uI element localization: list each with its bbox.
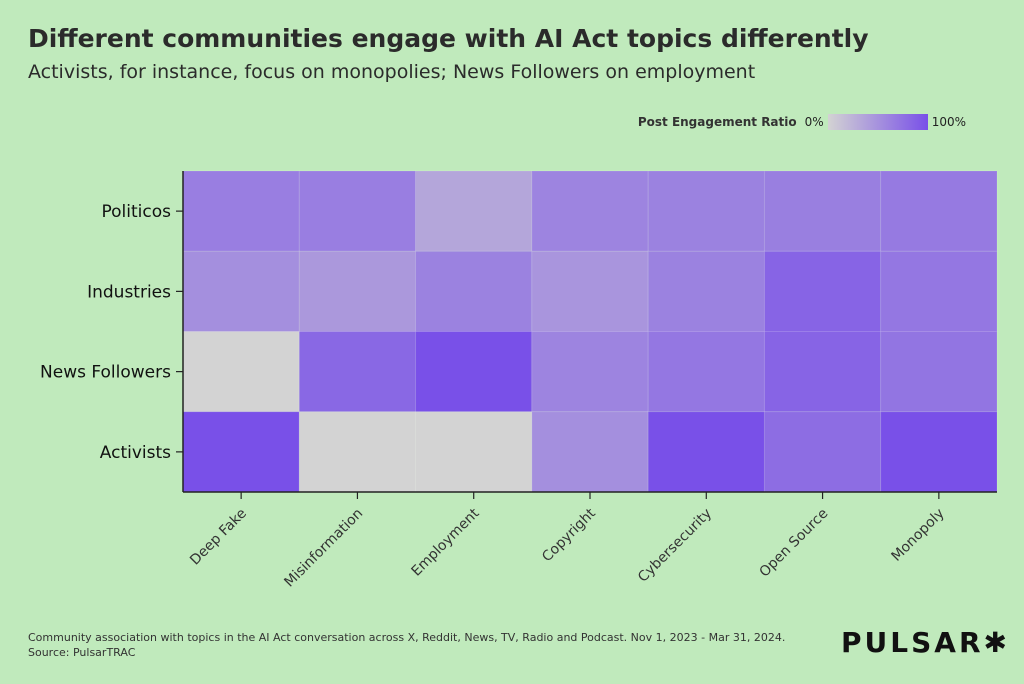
heatmap-cell — [298, 250, 417, 332]
x-tick-label: Copyright — [539, 505, 599, 565]
heatmap-cell — [531, 250, 649, 332]
heatmap-cell — [415, 250, 533, 332]
heatmap-cell — [531, 331, 649, 413]
y-tick-label: News Followers — [40, 363, 171, 383]
heatmap-cell — [647, 250, 765, 332]
chart-title: Different communities engage with AI Act… — [28, 24, 869, 53]
legend-min-label: 0% — [804, 115, 824, 129]
heatmap-cell — [763, 170, 882, 252]
heatmap-cell — [763, 250, 882, 332]
heatmap-cell — [182, 170, 300, 252]
legend-title: Post Engagement Ratio — [637, 115, 797, 129]
heatmap-cell — [880, 170, 998, 252]
heatmap-cell — [763, 331, 882, 413]
heatmap-cell — [182, 411, 300, 493]
heatmap-cell — [298, 170, 417, 252]
legend: Post Engagement Ratio 0% 100% — [638, 114, 966, 130]
heatmap-cell — [415, 411, 533, 493]
heatmap-cell — [531, 170, 649, 252]
heatmap-cell — [531, 411, 649, 493]
x-tick-label: Misinformation — [281, 506, 366, 591]
heatmap-cell — [880, 250, 998, 332]
x-tick-label: Cybersecurity — [635, 506, 715, 586]
heatmap-cell — [298, 411, 417, 493]
legend-color-bar — [827, 114, 928, 130]
x-tick-label: Employment — [408, 505, 482, 579]
y-tick-label: Activists — [100, 443, 171, 463]
heatmap-cell — [415, 331, 533, 413]
heatmap-cell — [182, 331, 300, 413]
x-tick-label: Open Source — [756, 506, 831, 581]
footer-note: Community association with topics in the… — [28, 631, 786, 659]
pulsar-logo: PULSAR✱ — [841, 626, 1010, 659]
heatmap-cell — [647, 170, 765, 252]
heatmap-cell — [880, 411, 998, 493]
heatmap-cell — [182, 250, 300, 332]
x-tick-label: Monopoly — [888, 506, 947, 565]
heatmap-cell — [647, 411, 765, 493]
heatmap-cell — [298, 331, 417, 413]
y-tick-label: Industries — [87, 282, 171, 302]
legend-max-label: 100% — [931, 115, 966, 129]
y-tick-label: Politicos — [102, 202, 172, 222]
chart-subtitle: Activists, for instance, focus on monopo… — [28, 61, 756, 83]
heatmap-cell — [880, 331, 998, 413]
heatmap-cell — [763, 411, 882, 493]
heatmap-cell — [647, 331, 765, 413]
heatmap-cell — [415, 170, 533, 252]
x-tick-label: Deep Fake — [187, 506, 250, 569]
